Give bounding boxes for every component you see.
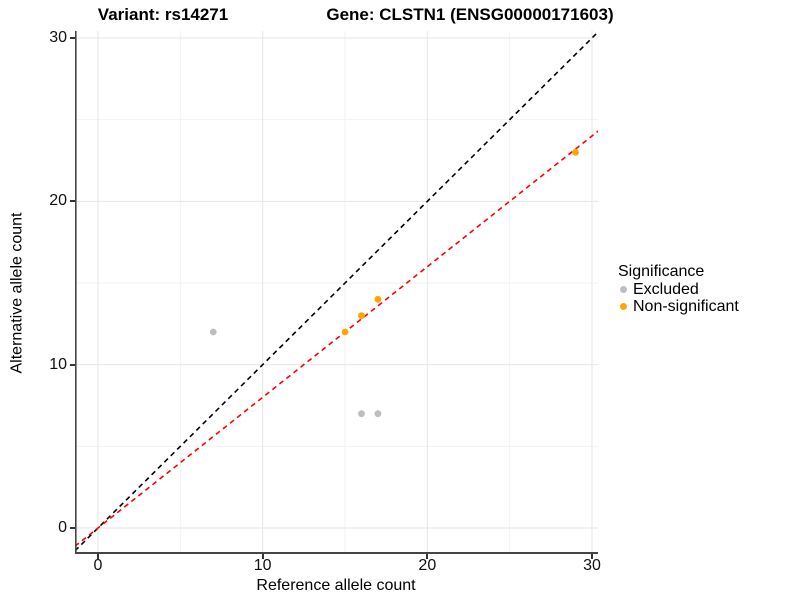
x-tick-label: 30	[583, 557, 601, 574]
x-tick-label: 0	[93, 557, 103, 574]
x-axis-title: Reference allele count	[256, 577, 416, 594]
legend-item-label: Non-significant	[633, 297, 739, 315]
y-tick-mark	[70, 200, 75, 203]
plot-area-svg	[75, 31, 598, 554]
legend: Significance Excluded Non-significant	[616, 262, 796, 315]
x-tick-mark	[591, 554, 593, 559]
y-tick-mark	[70, 363, 75, 366]
data-point-excluded	[374, 410, 382, 418]
legend-key-dot-icon	[620, 303, 627, 310]
data-point-excluded	[358, 410, 365, 418]
legend-items: Excluded Non-significant	[616, 281, 796, 315]
legend-item-non-significant: Non-significant	[616, 298, 796, 315]
x-tick-mark	[261, 554, 264, 559]
plot-panel	[75, 31, 598, 554]
y-axis-title: Alternative allele count	[8, 212, 26, 374]
y-tick-mark	[70, 37, 75, 39]
plot-title-gene: Gene: CLSTN1 (ENSG00000171603)	[326, 5, 614, 24]
fit-line	[75, 130, 598, 547]
legend-item-label: Excluded	[633, 280, 699, 298]
plot-title-variant: Variant: rs14271	[97, 5, 229, 24]
x-tick-mark	[97, 554, 99, 559]
legend-item-excluded: Excluded	[616, 281, 796, 298]
identity-line	[75, 31, 598, 552]
x-tick-label: 20	[418, 557, 437, 574]
data-point-non-significant	[358, 312, 365, 320]
y-tick-label: 20	[49, 192, 67, 210]
data-point-excluded	[209, 328, 217, 336]
y-tick-label: 10	[49, 355, 67, 373]
data-point-non-significant	[341, 328, 349, 336]
x-tick-label: 10	[253, 557, 272, 574]
legend-title: Significance	[618, 263, 705, 280]
y-tick-label: 30	[49, 29, 67, 46]
x-tick-mark	[426, 554, 429, 559]
data-point-non-significant	[374, 295, 382, 303]
y-tick-mark	[70, 527, 75, 529]
y-tick-label: 0	[58, 519, 67, 536]
legend-key-dot-icon	[620, 286, 627, 293]
data-point-non-significant	[572, 148, 579, 156]
